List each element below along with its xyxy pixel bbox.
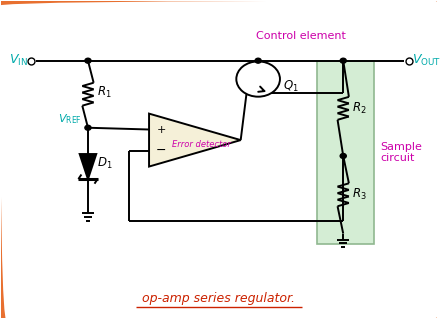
Circle shape	[236, 61, 280, 97]
Circle shape	[85, 58, 91, 63]
Circle shape	[340, 58, 346, 63]
Polygon shape	[149, 114, 240, 167]
Text: Sample
circuit: Sample circuit	[380, 142, 422, 163]
Text: $R_3$: $R_3$	[352, 187, 367, 202]
Text: $V_{\rm REF}$: $V_{\rm REF}$	[58, 112, 81, 126]
Text: $R_2$: $R_2$	[352, 101, 367, 116]
Text: $Q_1$: $Q_1$	[283, 78, 299, 94]
Circle shape	[255, 58, 261, 63]
Text: −: −	[156, 144, 167, 157]
Circle shape	[85, 125, 91, 130]
Text: op-amp series regulator.: op-amp series regulator.	[142, 293, 295, 305]
Text: $D_1$: $D_1$	[97, 156, 112, 171]
Circle shape	[340, 153, 346, 159]
Text: $R_1$: $R_1$	[97, 85, 111, 100]
Text: Control element: Control element	[256, 31, 346, 41]
Polygon shape	[80, 154, 96, 179]
Text: $V_{\rm OUT}$: $V_{\rm OUT}$	[412, 53, 441, 68]
FancyBboxPatch shape	[317, 61, 374, 244]
Text: Error detector: Error detector	[172, 140, 231, 149]
Text: $V_{\rm IN}$: $V_{\rm IN}$	[9, 53, 28, 68]
Text: +: +	[156, 124, 166, 135]
